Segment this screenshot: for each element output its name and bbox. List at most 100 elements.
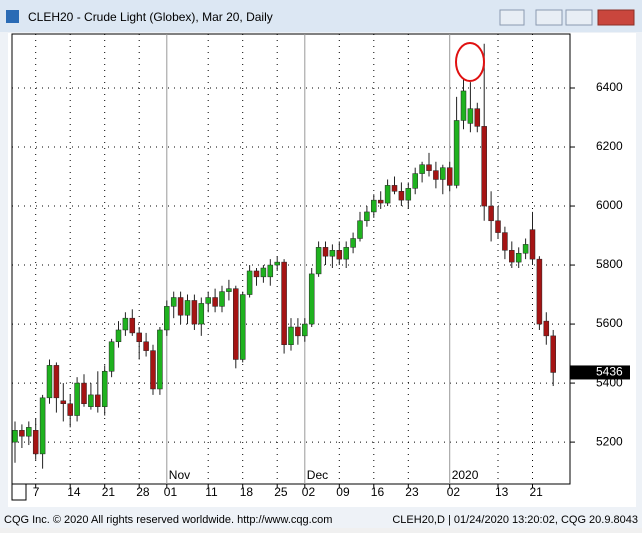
candle-body: [288, 326, 294, 345]
candle-body: [212, 297, 218, 307]
candle-body: [129, 317, 136, 334]
x-tick-label: 14: [67, 485, 81, 499]
maximize-button[interactable]: [565, 9, 593, 26]
last-price-box: [570, 365, 630, 380]
candle-body: [143, 341, 149, 351]
candle-body: [467, 108, 474, 124]
candle-body: [157, 329, 163, 390]
candle-body: [253, 270, 260, 278]
candle-body: [226, 288, 232, 292]
candle-body: [515, 252, 522, 263]
candle-body: [246, 270, 253, 295]
x-tick-label: 02: [302, 485, 316, 499]
candle-body: [405, 188, 412, 201]
minimize-button[interactable]: [535, 9, 563, 26]
candle-body: [343, 247, 349, 260]
candle-body: [419, 164, 425, 174]
candle-body: [295, 326, 301, 337]
x-tick-label: 25: [274, 485, 288, 499]
y-tick-label: 6000: [596, 198, 623, 212]
app-icon: [6, 10, 19, 23]
plot-area: [11, 33, 571, 485]
candle-body: [74, 382, 80, 416]
candle-body: [474, 108, 481, 127]
candle-body: [322, 247, 329, 257]
candle-body: [446, 167, 453, 186]
y-tick-label: 5200: [596, 434, 623, 448]
candle-body: [274, 261, 280, 266]
candle-body: [177, 297, 184, 316]
x-tick-label: 21: [530, 485, 544, 499]
candle-body: [308, 273, 315, 325]
period-label: 2020: [452, 468, 479, 482]
candle-body: [60, 400, 67, 404]
title-bar: [0, 0, 642, 32]
candle-body: [460, 90, 467, 121]
candle-body: [384, 185, 391, 204]
candle-body: [440, 167, 446, 180]
x-tick-label: 02: [447, 485, 461, 499]
candle-body: [108, 341, 115, 372]
candle-body: [184, 300, 191, 316]
x-tick-label: 11: [205, 485, 218, 499]
corner-box: [11, 483, 27, 501]
candle-body: [233, 288, 239, 360]
candle-body: [205, 297, 211, 304]
close-button[interactable]: [597, 9, 635, 26]
candle-body: [164, 306, 170, 331]
y-tick-label: 5800: [596, 257, 623, 271]
period-label: Nov: [169, 468, 190, 482]
candle-body: [19, 430, 25, 437]
candle-body: [329, 250, 336, 257]
candle-body: [481, 126, 487, 207]
y-tick-label: 6400: [596, 80, 623, 94]
x-tick-label: 7: [33, 485, 40, 499]
candle-body: [39, 397, 46, 455]
candle-body: [522, 244, 529, 254]
x-tick-label: 18: [240, 485, 254, 499]
window-title: CLEH20 - Crude Light (Globex), Mar 20, D…: [28, 10, 273, 24]
pin-button[interactable]: [499, 9, 525, 26]
candle-body: [260, 267, 267, 278]
candle-body: [136, 332, 142, 343]
candle-body: [495, 220, 501, 233]
candle-body: [115, 329, 122, 343]
candle-body: [536, 258, 543, 325]
candle-body: [371, 199, 377, 213]
candle-body: [281, 261, 287, 345]
candle-body: [488, 205, 494, 222]
candle-body: [46, 365, 53, 399]
candle-body: [350, 238, 356, 248]
y-tick-label: 6200: [596, 139, 623, 153]
x-tick-label: 01: [164, 485, 178, 499]
candle-body: [95, 394, 101, 407]
candle-body: [122, 317, 129, 331]
candle-body: [543, 320, 550, 337]
candle-body: [12, 430, 18, 443]
footer-right: CLEH20,D | 01/24/2020 13:20:02, CQG 20.9…: [392, 514, 638, 526]
period-label: Dec: [307, 468, 328, 482]
candle-body: [315, 247, 322, 275]
candle-body: [529, 229, 536, 260]
candle-body: [170, 297, 177, 307]
x-tick-label: 13: [495, 485, 509, 499]
highlight-ellipse: [455, 42, 485, 82]
candle-body: [26, 427, 32, 437]
candle-body: [267, 264, 274, 278]
last-price-label: 5436: [596, 365, 623, 379]
x-tick-label: 28: [136, 485, 150, 499]
candle-body: [198, 303, 205, 325]
candle-body: [101, 371, 108, 407]
candle-body: [191, 300, 198, 325]
candle-body: [357, 220, 363, 239]
footer-left: CQG Inc. © 2020 All rights reserved worl…: [4, 514, 332, 526]
candle-body: [364, 211, 370, 222]
candle-body: [53, 365, 60, 399]
candle-body: [550, 335, 556, 373]
candle-body: [219, 291, 225, 307]
x-tick-label: 09: [336, 485, 350, 499]
candle-body: [391, 185, 398, 192]
x-tick-label: 16: [371, 485, 385, 499]
candle-body: [509, 250, 515, 263]
